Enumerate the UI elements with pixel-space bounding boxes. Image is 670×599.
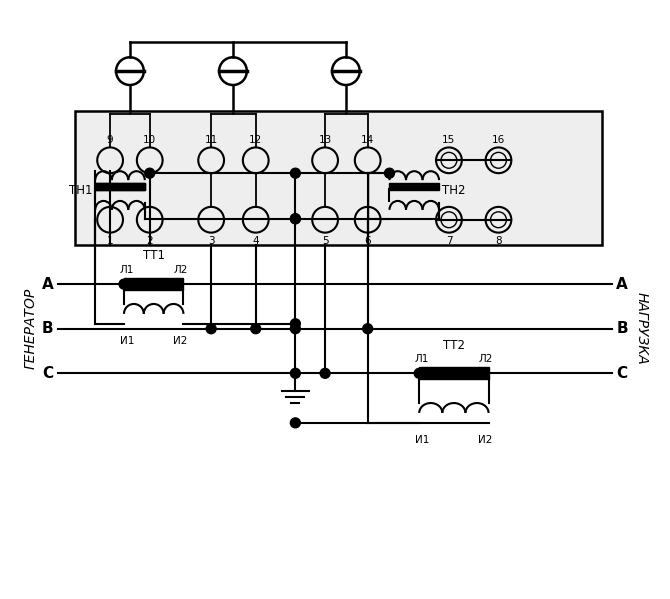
- Circle shape: [145, 168, 155, 178]
- Text: 5: 5: [322, 235, 328, 246]
- Circle shape: [290, 319, 300, 329]
- Text: A: A: [616, 277, 628, 292]
- Bar: [76, 111, 602, 244]
- Text: 13: 13: [318, 135, 332, 146]
- Text: 15: 15: [442, 135, 456, 146]
- Text: И1: И1: [120, 335, 134, 346]
- Circle shape: [290, 418, 300, 428]
- Text: 10: 10: [143, 135, 156, 146]
- Text: 1: 1: [107, 235, 113, 246]
- Circle shape: [362, 324, 373, 334]
- Text: Л2: Л2: [174, 265, 188, 275]
- Circle shape: [385, 168, 395, 178]
- Text: 14: 14: [361, 135, 375, 146]
- Text: B: B: [42, 321, 54, 336]
- Text: ТТ2: ТТ2: [443, 338, 465, 352]
- Text: ТН2: ТН2: [442, 183, 466, 196]
- Bar: [95, 183, 145, 190]
- Text: НАГРУЗКА: НАГРУЗКА: [634, 292, 648, 365]
- Text: 7: 7: [446, 235, 452, 246]
- Text: И2: И2: [174, 335, 188, 346]
- Text: 6: 6: [364, 235, 371, 246]
- Text: 2: 2: [147, 235, 153, 246]
- Circle shape: [290, 214, 300, 223]
- Text: Л1: Л1: [120, 265, 134, 275]
- Text: C: C: [42, 366, 54, 381]
- Bar: [419, 367, 488, 379]
- Text: A: A: [42, 277, 54, 292]
- Bar: [95, 183, 145, 190]
- Circle shape: [290, 368, 300, 378]
- Text: ГЕНЕРАТОР: ГЕНЕРАТОР: [24, 288, 38, 370]
- Text: 8: 8: [495, 235, 502, 246]
- Circle shape: [290, 168, 300, 178]
- Circle shape: [251, 324, 261, 334]
- Text: 4: 4: [253, 235, 259, 246]
- Text: Л2: Л2: [478, 355, 492, 364]
- Text: ТТ1: ТТ1: [143, 249, 165, 262]
- Circle shape: [206, 324, 216, 334]
- Circle shape: [290, 214, 300, 223]
- Text: Л1: Л1: [415, 355, 429, 364]
- Text: И2: И2: [478, 435, 492, 444]
- Text: 11: 11: [204, 135, 218, 146]
- Circle shape: [414, 368, 424, 378]
- Text: 3: 3: [208, 235, 214, 246]
- Circle shape: [290, 324, 300, 334]
- Text: C: C: [616, 366, 628, 381]
- Bar: [124, 278, 184, 290]
- Bar: [389, 183, 439, 190]
- Circle shape: [119, 279, 129, 289]
- Text: 12: 12: [249, 135, 263, 146]
- Text: B: B: [616, 321, 628, 336]
- Text: И1: И1: [415, 435, 429, 444]
- Text: 9: 9: [107, 135, 113, 146]
- Text: 16: 16: [492, 135, 505, 146]
- Text: ТН1: ТН1: [69, 183, 92, 196]
- Circle shape: [320, 368, 330, 378]
